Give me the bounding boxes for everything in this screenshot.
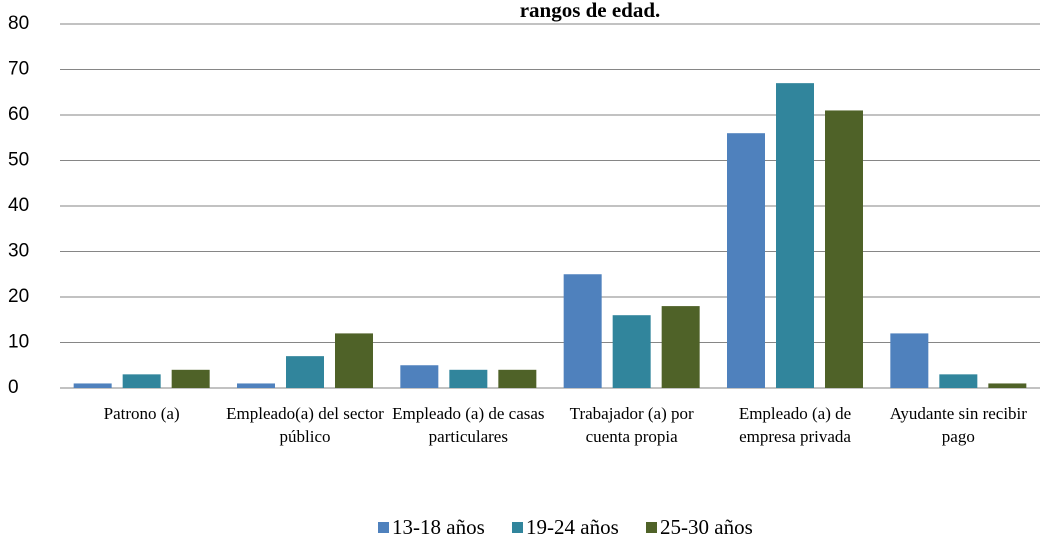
y-tick-label: 60 <box>8 104 29 125</box>
x-tick-label: Ayudante sin recibir pago <box>889 404 1027 446</box>
legend-label: 19-24 años <box>526 515 619 539</box>
y-tick-label: 40 <box>8 195 29 216</box>
legend-swatch <box>646 522 657 533</box>
bar <box>335 333 373 388</box>
x-tick-label: Patrono (a) <box>103 404 180 423</box>
bar <box>563 274 602 388</box>
legend-label: 13-18 años <box>392 515 485 539</box>
y-tick-label: 80 <box>8 13 29 34</box>
bar <box>171 369 210 388</box>
bar <box>727 133 765 388</box>
bar <box>776 83 814 389</box>
bar <box>661 306 700 388</box>
y-tick-label: 70 <box>8 59 29 80</box>
bar <box>612 315 651 388</box>
bar <box>498 369 537 388</box>
bar <box>286 356 324 388</box>
x-tick-label: Trabajador (a) por cuenta propia <box>569 404 694 446</box>
bar <box>122 374 161 388</box>
y-tick-label: 0 <box>8 377 19 398</box>
y-tick-label: 10 <box>8 332 29 353</box>
legend-label: 25-30 años <box>660 515 753 539</box>
legend-swatch <box>512 522 523 533</box>
bar <box>939 374 978 388</box>
bar <box>988 383 1027 388</box>
bar <box>400 365 439 388</box>
bar <box>825 110 863 388</box>
y-tick-label: 30 <box>8 241 29 262</box>
bar <box>73 383 112 388</box>
bar <box>890 333 929 388</box>
legend-swatch <box>378 522 389 533</box>
chart-title: rangos de edad. <box>520 0 661 22</box>
bar <box>449 369 488 388</box>
x-tick-label: Empleado (a) de casas particulares <box>392 404 545 446</box>
y-tick-label: 50 <box>8 150 29 171</box>
x-tick-label: Empleado (a) de empresa privada <box>738 404 852 446</box>
bar <box>237 383 275 388</box>
y-tick-label: 20 <box>8 286 29 307</box>
x-tick-label: Empleado(a) del sector público <box>226 404 384 446</box>
